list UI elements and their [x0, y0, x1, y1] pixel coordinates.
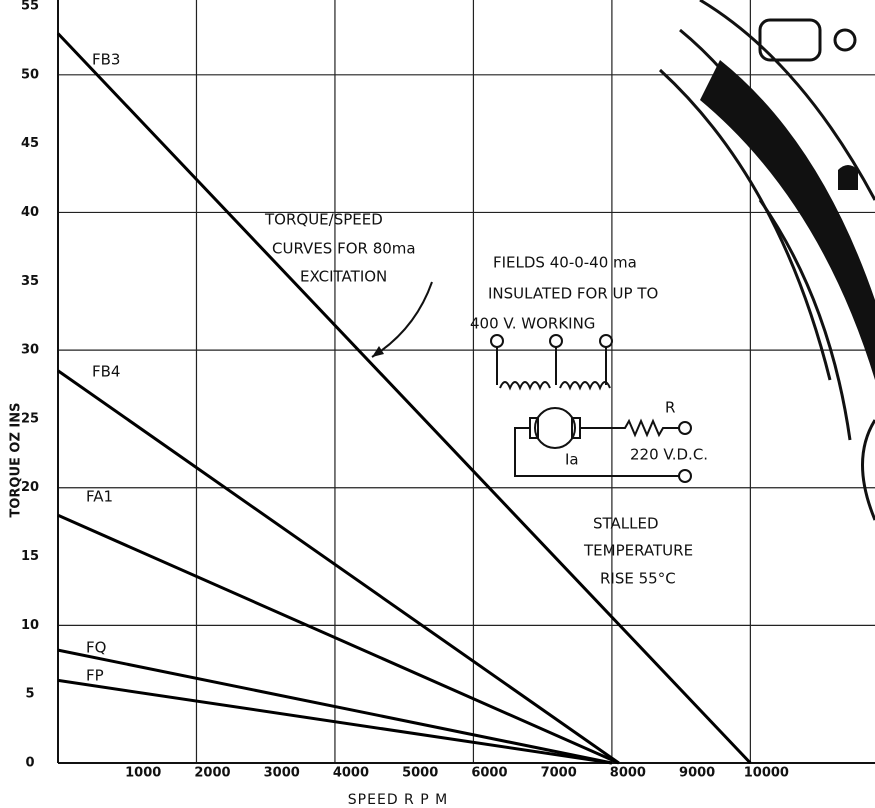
series-label: FP	[86, 667, 104, 685]
annotation: INSULATED FOR UP TO	[488, 285, 658, 303]
y-tick-label: 15	[21, 549, 39, 564]
x-tick-label: 4000	[333, 766, 369, 781]
y-tick-label: 10	[21, 618, 39, 633]
annotation: R	[665, 399, 675, 417]
y-tick-label: 30	[21, 343, 39, 358]
x-axis-label: SPEED R P M	[348, 792, 448, 808]
x-tick-label: 9000	[679, 766, 715, 781]
annotation: EXCITATION	[300, 268, 387, 286]
series-label: FA1	[86, 488, 113, 506]
series-label: FQ	[86, 639, 106, 657]
series-line	[58, 34, 750, 763]
y-tick-label: 35	[21, 274, 39, 289]
series-label: FB4	[92, 363, 120, 381]
annotation: 400 V. WORKING	[470, 315, 595, 333]
annotation: Ia	[565, 451, 579, 469]
annotation: RISE 55°C	[600, 570, 676, 588]
x-tick-label: 10000	[744, 766, 789, 781]
y-tick-label: 20	[21, 480, 39, 495]
annotation: STALLED	[593, 515, 659, 533]
chart: TORQUE/SPEED CURVES FOR 80ma EXCITATION …	[0, 0, 875, 808]
x-tick-label: 6000	[471, 766, 507, 781]
y-tick-label: 0	[25, 756, 34, 771]
y-tick-label: 5	[25, 687, 34, 702]
annotation-arrow	[372, 282, 432, 357]
annotation: TORQUE/SPEED	[264, 211, 383, 229]
annotation: FIELDS 40-0-40 ma	[493, 254, 637, 272]
series-label: FB3	[92, 51, 120, 69]
x-tick-label: 2000	[194, 766, 230, 781]
annotation: CURVES FOR 80ma	[272, 240, 416, 258]
y-tick-label: 55	[21, 0, 39, 14]
series-line	[58, 515, 619, 763]
y-tick-label: 50	[21, 67, 39, 82]
x-tick-label: 3000	[264, 766, 300, 781]
annotation: TEMPERATURE	[583, 542, 693, 560]
arrow-head	[372, 346, 384, 357]
y-tick-label: 45	[21, 136, 39, 151]
y-tick-label: 40	[21, 205, 39, 220]
x-tick-label: 8000	[610, 766, 646, 781]
x-tick-label: 1000	[125, 766, 161, 781]
motor-illustration	[660, 0, 875, 520]
x-tick-label: 7000	[541, 766, 577, 781]
annotation: 220 V.D.C.	[630, 446, 708, 464]
x-tick-label: 5000	[402, 766, 438, 781]
y-tick-label: 25	[21, 411, 39, 426]
